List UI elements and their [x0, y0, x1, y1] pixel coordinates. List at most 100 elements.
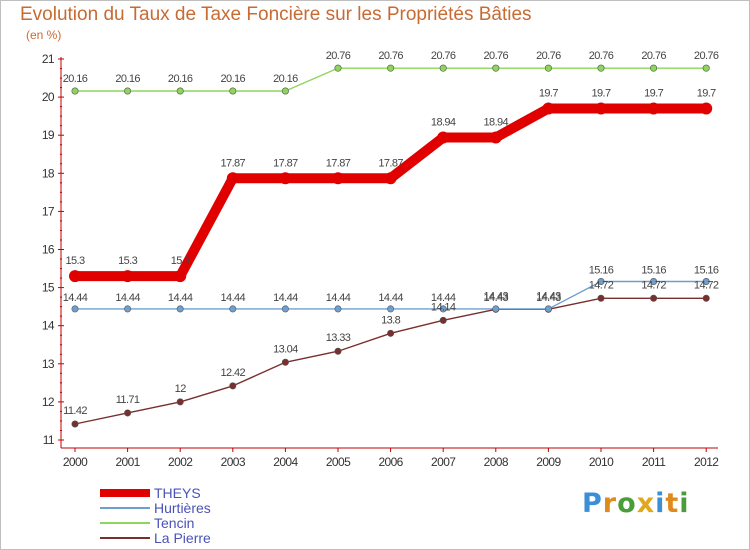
data-label-la-pierre: 14.14: [431, 301, 456, 313]
data-label-theys: 18.94: [484, 116, 509, 128]
data-point-la-pierre: [281, 358, 289, 366]
data-point-theys: [279, 172, 292, 185]
data-point-theys: [121, 270, 134, 283]
data-point-theys: [542, 102, 555, 115]
data-point-tencin: [229, 87, 237, 95]
data-label-theys: 17.87: [326, 157, 351, 169]
logo-letter: o: [617, 488, 637, 519]
data-point-tencin: [334, 64, 342, 72]
data-label-tencin: 20.16: [115, 73, 140, 85]
data-point-la-pierre: [334, 347, 342, 355]
data-point-tencin: [281, 87, 289, 95]
data-point-tencin: [650, 64, 658, 72]
series-line-theys: [70, 103, 712, 282]
data-label-la-pierre: 14.72: [641, 279, 666, 291]
data-point-hurti-res: [334, 305, 342, 313]
data-point-hurti-res: [176, 305, 184, 313]
data-point-hurti-res: [650, 278, 658, 286]
chart-title: Evolution du Taux de Taxe Foncière sur l…: [20, 4, 532, 25]
data-point-hurti-res: [439, 305, 447, 313]
y-axis-unit: (en %): [26, 28, 62, 42]
x-tick-label: 2001: [115, 455, 140, 469]
y-tick-label: 14: [42, 319, 55, 333]
data-label-hurti-res: 14.44: [221, 292, 246, 304]
data-point-tencin: [597, 64, 605, 72]
data-label-tencin: 20.76: [431, 50, 456, 62]
data-point-tencin: [544, 64, 552, 72]
y-tick-label: 15: [42, 281, 55, 295]
data-label-la-pierre: 11.42: [63, 405, 87, 417]
data-point-hurti-res: [387, 305, 395, 313]
data-label-tencin: 20.16: [273, 73, 298, 85]
data-label-hurti-res: 15.16: [694, 265, 719, 277]
data-label-theys: 17.87: [378, 157, 403, 169]
x-tick-label: 2008: [484, 455, 509, 469]
data-point-theys: [595, 102, 607, 115]
legend-label-theys: THEYS: [154, 485, 201, 501]
data-label-tencin: 20.76: [536, 50, 561, 62]
x-tick-label: 2010: [589, 455, 614, 469]
data-label-tencin: 20.76: [589, 50, 614, 62]
logo-letter: i: [655, 488, 666, 519]
data-point-tencin: [124, 87, 132, 95]
data-label-la-pierre: 14.43: [484, 290, 509, 302]
x-tick-label: 2005: [326, 455, 351, 469]
data-point-tencin: [439, 64, 447, 72]
data-point-la-pierre: [439, 316, 447, 324]
data-label-theys: 17.87: [273, 157, 298, 169]
x-tick-label: 2006: [378, 455, 403, 469]
y-tick-label: 16: [42, 243, 55, 257]
y-tick-label: 12: [42, 395, 55, 409]
legend-label-la-pierre: La Pierre: [154, 530, 211, 546]
data-point-la-pierre: [71, 420, 79, 428]
data-label-tencin: 20.76: [378, 50, 403, 62]
data-labels: 20.16 20.16 20.16 20.16 20.16 20.76 20.76 20.76…: [63, 50, 720, 417]
data-label-hurti-res: 14.43: [536, 292, 561, 304]
data-label-hurti-res: 15.16: [641, 265, 666, 277]
x-tick-label: 2004: [273, 455, 298, 469]
data-point-theys: [489, 131, 502, 144]
legend-label-tencin: Tencin: [154, 515, 194, 531]
series-layer: [69, 64, 713, 428]
x-tick-label: 2011: [642, 455, 666, 469]
data-label-tencin: 20.16: [221, 73, 246, 85]
data-label-theys: 15.3: [65, 255, 84, 267]
data-point-tencin: [492, 64, 500, 72]
data-label-tencin: 20.76: [326, 50, 351, 62]
data-label-hurti-res: 14.44: [431, 292, 456, 304]
logo-letter: t: [665, 488, 680, 519]
data-point-la-pierre: [597, 294, 605, 302]
data-point-hurti-res: [281, 305, 289, 313]
data-label-hurti-res: 14.44: [378, 292, 403, 304]
proxiti-logo: Proxiti: [582, 488, 690, 519]
data-label-hurti-res: 14.44: [63, 292, 88, 304]
data-label-la-pierre: 13.33: [326, 332, 351, 344]
data-label-theys: 17.87: [221, 157, 246, 169]
data-point-la-pierre: [650, 294, 658, 302]
data-label-la-pierre: 12.42: [221, 367, 246, 379]
data-label-theys: 18.94: [431, 116, 456, 128]
data-label-theys: 15.3: [171, 255, 190, 267]
data-label-theys: 19.7: [539, 88, 558, 100]
data-label-tencin: 20.76: [694, 50, 719, 62]
data-point-hurti-res: [124, 305, 132, 313]
data-point-la-pierre: [229, 382, 237, 390]
data-point-hurti-res: [229, 305, 237, 313]
data-label-hurti-res: 15.16: [589, 265, 614, 277]
data-label-hurti-res: 14.44: [115, 292, 140, 304]
logo-letter: i: [679, 488, 690, 519]
data-point-hurti-res: [597, 278, 605, 286]
y-tick-label: 19: [42, 128, 55, 142]
data-point-theys: [174, 270, 187, 283]
data-point-theys: [332, 172, 344, 185]
y-tick-label: 17: [42, 204, 55, 218]
x-tick-label: 2002: [168, 455, 193, 469]
data-label-la-pierre: 14.43: [536, 290, 561, 302]
x-tick-label: 2012: [694, 455, 719, 469]
data-label-la-pierre: 11.71: [116, 394, 140, 406]
y-tick-label: 11: [43, 433, 55, 447]
data-label-la-pierre: 14.72: [694, 279, 719, 291]
data-point-la-pierre: [176, 398, 184, 406]
data-point-tencin: [71, 87, 79, 95]
